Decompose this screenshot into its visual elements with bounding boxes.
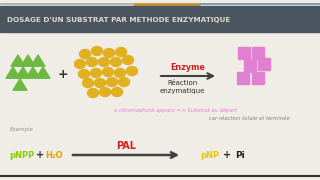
Ellipse shape (91, 69, 101, 78)
Bar (258, 58, 270, 70)
Polygon shape (36, 67, 50, 78)
Ellipse shape (87, 89, 99, 98)
Bar (238, 47, 250, 59)
Polygon shape (6, 67, 20, 78)
Polygon shape (26, 67, 40, 78)
Text: Exemple: Exemple (10, 127, 34, 132)
Text: Pi: Pi (235, 150, 245, 159)
Bar (0, 6, 320, 32)
Ellipse shape (100, 87, 110, 96)
Text: Enzyme: Enzyme (171, 62, 205, 71)
Text: n chromophore apparu = n Substrat au départ: n chromophore apparu = n Substrat au dép… (114, 107, 237, 113)
Polygon shape (16, 67, 30, 78)
Ellipse shape (92, 46, 102, 55)
Ellipse shape (126, 66, 138, 75)
Text: car réaction totale et terminée: car réaction totale et terminée (209, 116, 290, 120)
Text: +: + (58, 68, 68, 80)
Ellipse shape (99, 57, 109, 66)
Polygon shape (21, 55, 35, 66)
Ellipse shape (94, 78, 106, 87)
Text: H₂O: H₂O (45, 150, 63, 159)
Ellipse shape (103, 48, 115, 57)
Ellipse shape (75, 60, 85, 69)
Ellipse shape (110, 57, 122, 66)
Text: enzymatique: enzymatique (159, 88, 205, 94)
Polygon shape (13, 79, 27, 90)
Text: +: + (36, 150, 44, 160)
Ellipse shape (123, 55, 133, 64)
Ellipse shape (111, 87, 123, 96)
Bar (252, 47, 264, 59)
Bar (237, 72, 249, 84)
Text: Réaction: Réaction (167, 80, 197, 86)
Ellipse shape (78, 69, 90, 78)
Ellipse shape (83, 78, 93, 87)
Polygon shape (11, 55, 25, 66)
Ellipse shape (79, 50, 91, 59)
Text: PAL: PAL (116, 141, 136, 151)
Ellipse shape (118, 78, 130, 87)
Ellipse shape (116, 48, 126, 57)
Ellipse shape (86, 57, 98, 66)
Bar (252, 72, 264, 84)
Polygon shape (31, 55, 45, 66)
Text: +: + (223, 150, 231, 160)
Bar (0, 32, 320, 180)
Ellipse shape (107, 78, 117, 87)
Text: DOSAGE D'UN SUBSTRAT PAR METHODE ENZYMATIQUE: DOSAGE D'UN SUBSTRAT PAR METHODE ENZYMAT… (7, 17, 230, 23)
Bar (244, 60, 256, 72)
Text: pNP: pNP (200, 150, 220, 159)
Ellipse shape (102, 68, 114, 76)
Ellipse shape (115, 69, 125, 78)
Text: pNPP: pNPP (9, 150, 35, 159)
